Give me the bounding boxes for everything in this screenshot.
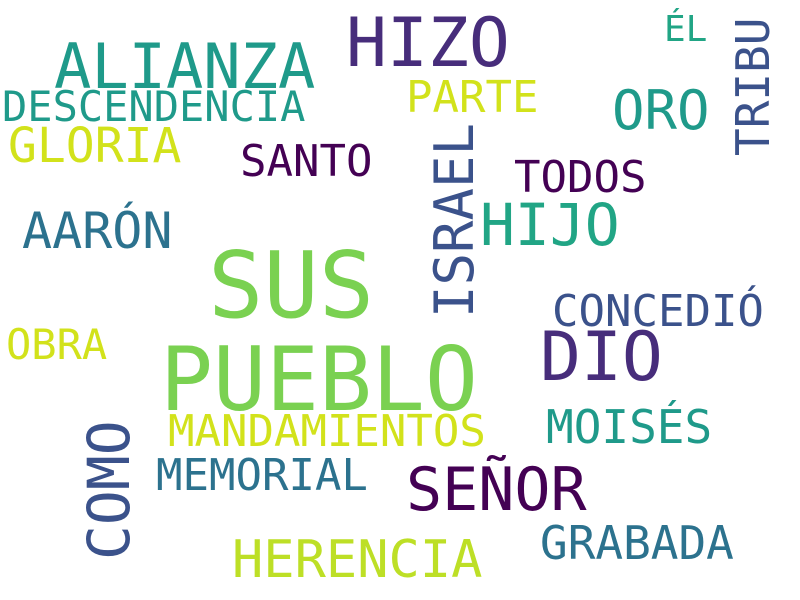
word-moises: MOISÉS [546, 400, 713, 454]
word-oro: ORO [612, 79, 710, 142]
word-grabada: GRABADA [540, 516, 734, 570]
word-obra: OBRA [6, 320, 108, 369]
word-concedio: CONCEDIÓ [552, 286, 764, 337]
word-herencia: HERENCIA [232, 530, 483, 590]
word-dio: DIO [540, 318, 663, 397]
word-como: COMO [75, 420, 143, 560]
word-tribu: TRIBU [726, 17, 780, 156]
word-parte: PARTE [406, 72, 539, 123]
word-mandamientos: MANDAMIENTOS [168, 406, 486, 457]
word-descendencia: DESCENDENCIA [2, 82, 306, 131]
word-aaron: AARÓN [22, 202, 173, 260]
word-gloria: GLORIA [8, 118, 182, 174]
word-todos: TODOS [514, 152, 647, 203]
word-senor: SEÑOR [406, 455, 587, 525]
word-pueblo: PUEBLO [160, 328, 478, 431]
word-hizo: HIZO [346, 4, 510, 83]
word-alianza: ALIANZA [54, 30, 316, 103]
word-santo: SANTO [240, 136, 373, 187]
word-el: ÉL [664, 9, 708, 50]
word-hijo: HIJO [480, 191, 620, 259]
word-memorial: MEMORIAL [156, 450, 368, 501]
word-sus: SUS [208, 232, 375, 339]
word-israel: ISRAEL [423, 122, 486, 318]
